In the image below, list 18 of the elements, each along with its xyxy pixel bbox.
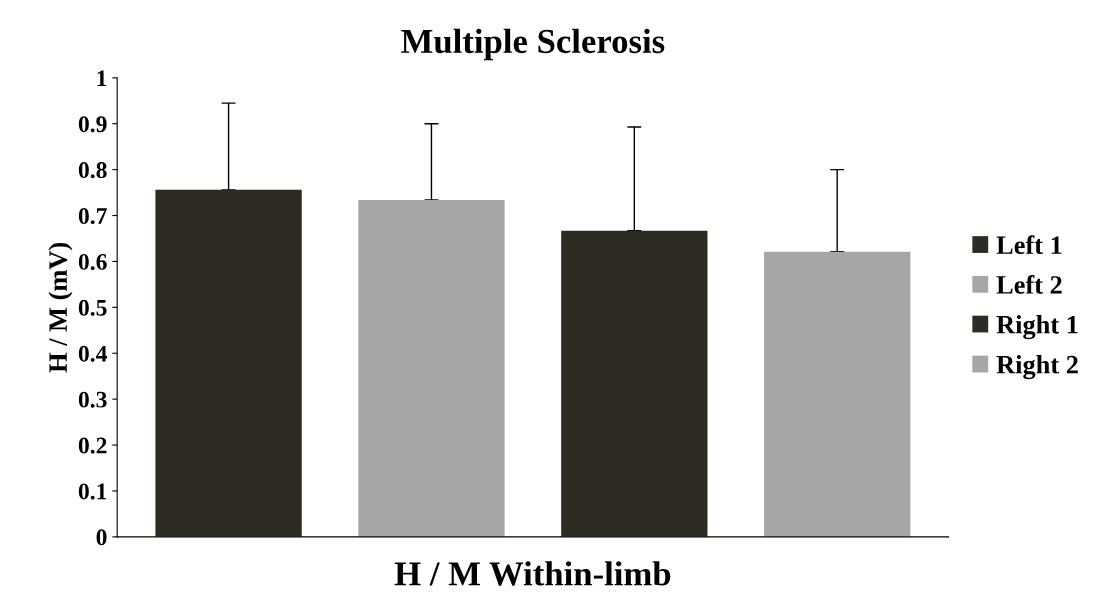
legend-label: Right 1 — [996, 315, 1078, 340]
y-tick-label: 0.2 — [78, 437, 107, 454]
y-tick-label: 0 — [96, 529, 107, 546]
y-tick-label: 0.1 — [78, 483, 107, 500]
y-axis-title: H / M (mV) — [48, 242, 73, 373]
legend-label: Left 2 — [996, 275, 1062, 294]
y-tick-label: 0.6 — [78, 253, 107, 270]
y-tick-label: 0.5 — [78, 299, 107, 316]
y-tick-label: 1 — [97, 70, 107, 87]
legend-label: Right 2 — [996, 355, 1078, 380]
legend-label: Left 1 — [996, 235, 1062, 255]
chart-title: Multiple Sclerosis — [401, 28, 665, 61]
y-tick-label: 0.9 — [78, 116, 107, 133]
x-axis-title: H / M Within-limb — [394, 561, 671, 586]
y-tick-label: 0.8 — [78, 162, 107, 179]
y-tick-label: 0.7 — [78, 208, 107, 225]
y-tick-label: 0.4 — [78, 345, 108, 362]
y-tick-label: 0.3 — [78, 391, 107, 408]
